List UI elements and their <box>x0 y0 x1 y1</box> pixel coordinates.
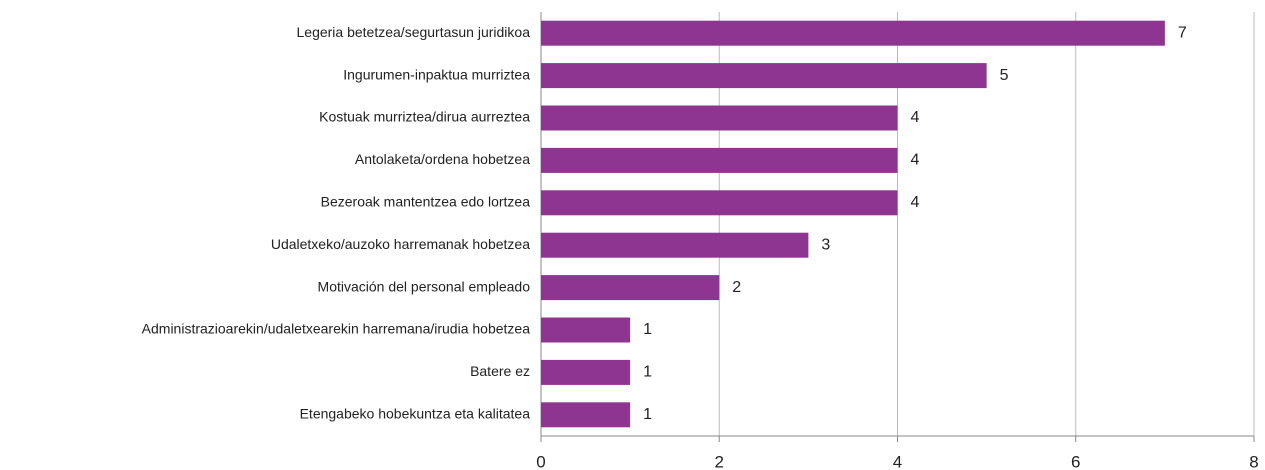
y-tick-label: Ingurumen-inpaktua murriztea <box>343 66 530 82</box>
x-tick-label: 8 <box>1249 452 1258 470</box>
bar <box>541 232 809 258</box>
bar <box>541 63 987 89</box>
data-label: 1 <box>643 364 652 381</box>
y-tick-label: Bezeroak mantentzea edo lortzea <box>321 194 531 210</box>
bar <box>541 359 631 385</box>
x-tick-label: 0 <box>536 452 545 470</box>
data-label: 4 <box>911 194 920 211</box>
data-label: 2 <box>732 279 741 296</box>
bar <box>541 275 720 301</box>
y-tick-label: Motivación del personal empleado <box>318 278 531 294</box>
data-label: 7 <box>1178 24 1187 41</box>
bar <box>541 402 631 428</box>
bar <box>541 317 631 343</box>
x-tick-label: 4 <box>893 452 902 470</box>
bar <box>541 190 898 216</box>
y-tick-label: Batere ez <box>470 363 530 379</box>
data-label: 4 <box>911 152 920 169</box>
data-label: 5 <box>1000 67 1009 84</box>
x-tick-label: 2 <box>715 452 724 470</box>
y-tick-label: Antolaketa/ordena hobetzea <box>355 151 530 167</box>
bar <box>541 147 898 173</box>
data-label: 4 <box>911 109 920 126</box>
x-tick-label: 6 <box>1071 452 1080 470</box>
bar <box>541 105 898 131</box>
y-tick-label: Legeria betetzea/segurtasun juridikoa <box>297 24 531 40</box>
y-tick-label: Kostuak murriztea/dirua aurreztea <box>319 109 530 125</box>
y-tick-label: Administrazioarekin/udaletxearekin harre… <box>142 321 531 337</box>
data-label: 1 <box>643 321 652 338</box>
data-label: 3 <box>821 236 830 253</box>
y-tick-label: Etengabeko hobekuntza eta kalitatea <box>300 406 531 422</box>
bar <box>541 20 1165 46</box>
data-label: 1 <box>643 406 652 423</box>
y-tick-label: Udaletxeko/auzoko harremanak hobetzea <box>271 236 530 252</box>
